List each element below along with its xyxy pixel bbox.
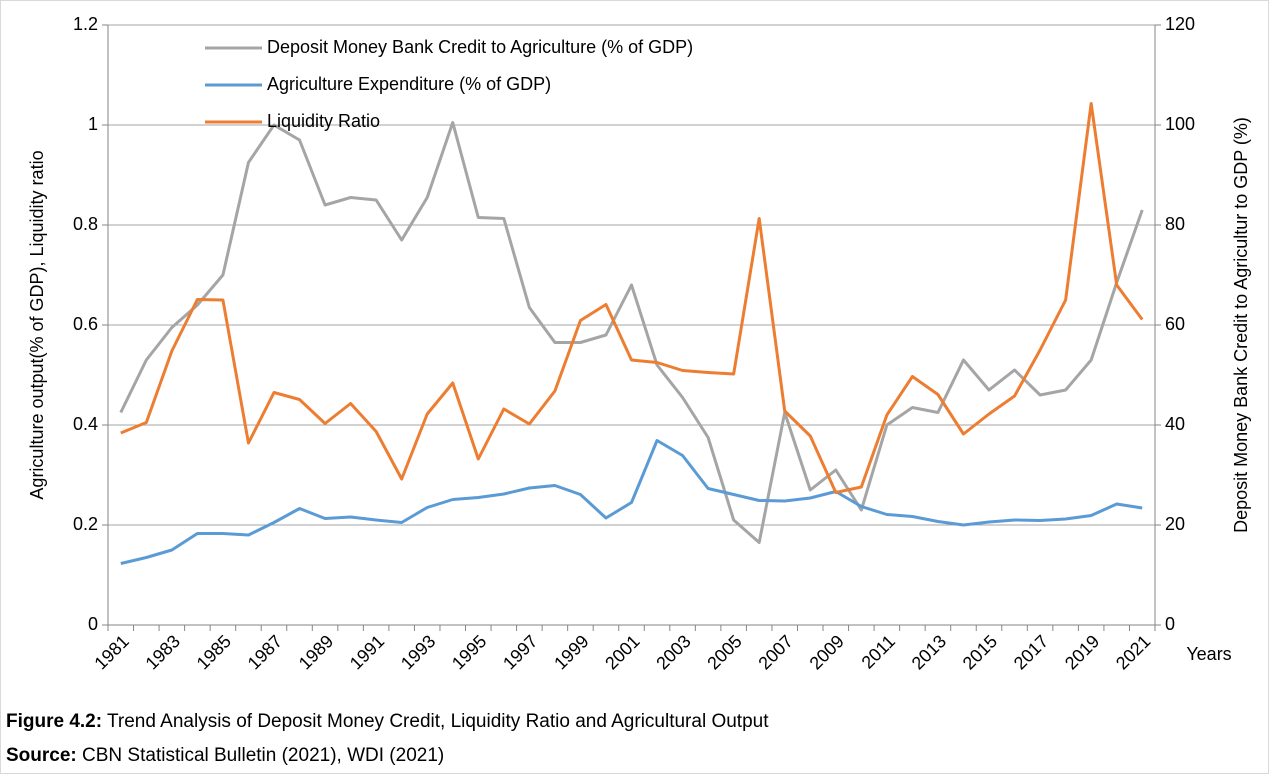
legend-label: Deposit Money Bank Credit to Agriculture… (267, 37, 693, 57)
source-label: Source: (6, 745, 77, 766)
y2-tick-label: 20 (1165, 514, 1185, 534)
caption-text: Trend Analysis of Deposit Money Credit, … (107, 711, 769, 732)
source: Source: CBN Statistical Bulletin (2021),… (6, 745, 444, 766)
y-tick-label: 1 (88, 114, 98, 134)
y-tick-label: 0.2 (73, 514, 98, 534)
y-tick-label: 0.6 (73, 314, 98, 334)
source-text: CBN Statistical Bulletin (2021), WDI (20… (82, 745, 444, 766)
y2-tick-label: 40 (1165, 414, 1185, 434)
series-line (119, 121, 1144, 544)
caption-label: Figure 4.2: (6, 711, 102, 732)
y2-tick-label: 80 (1165, 214, 1185, 234)
y2-tick-label: 100 (1165, 114, 1195, 134)
x-axis-label: Years (1186, 644, 1231, 664)
y-axis-label: Agriculture output(% of GDP), Liquidity … (27, 150, 47, 499)
legend-label: Liquidity Ratio (267, 111, 380, 131)
series-line (120, 102, 1144, 494)
y2-tick-label: 0 (1165, 614, 1175, 634)
legend-label: Agriculture Expenditure (% of GDP) (267, 74, 551, 94)
y2-tick-label: 60 (1165, 314, 1185, 334)
y-tick-label: 0.4 (73, 414, 98, 434)
y-tick-label: 0 (88, 614, 98, 634)
series-line (120, 439, 1143, 565)
caption: Figure 4.2: Trend Analysis of Deposit Mo… (6, 711, 769, 732)
y-tick-label: 0.8 (73, 214, 98, 234)
y2-axis-label: Deposit Money Bank Credit to Agricultur … (1231, 117, 1251, 533)
y-tick-label: 1.2 (73, 14, 98, 34)
y2-tick-label: 120 (1165, 14, 1195, 34)
